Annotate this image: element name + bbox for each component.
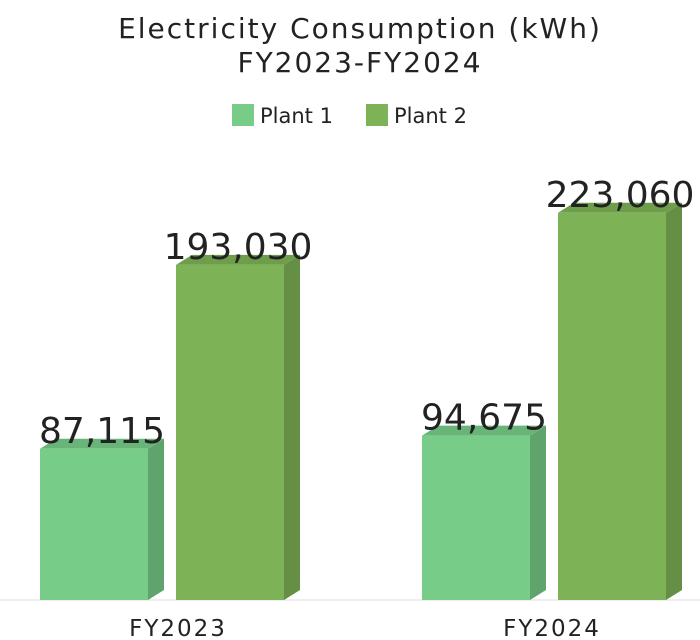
data-label: 193,030 [164,227,313,268]
bar [422,435,530,600]
x-tick-label: FY2024 [503,616,601,640]
bar-side [530,425,546,600]
bar [40,448,148,600]
bar-top [558,202,682,213]
bar-side [148,438,164,600]
data-label: 223,060 [546,175,695,216]
legend-swatch [366,104,388,126]
chart-subtitle: FY2023-FY2024 [237,46,482,79]
bar-top [176,254,300,265]
x-tick-label: FY2023 [129,616,227,640]
bar [558,212,666,601]
data-label: 87,115 [39,411,165,452]
bar [176,264,284,600]
chart-title: Electricity Consumption (kWh) [118,12,602,45]
legend-label: Plant 2 [394,104,467,128]
bar-side [666,202,682,601]
bar-side [284,254,300,601]
bar-top [40,438,164,449]
legend-swatch [232,104,254,126]
data-label: 94,675 [421,398,547,439]
legend-label: Plant 1 [260,104,333,128]
bar-top [422,425,546,436]
